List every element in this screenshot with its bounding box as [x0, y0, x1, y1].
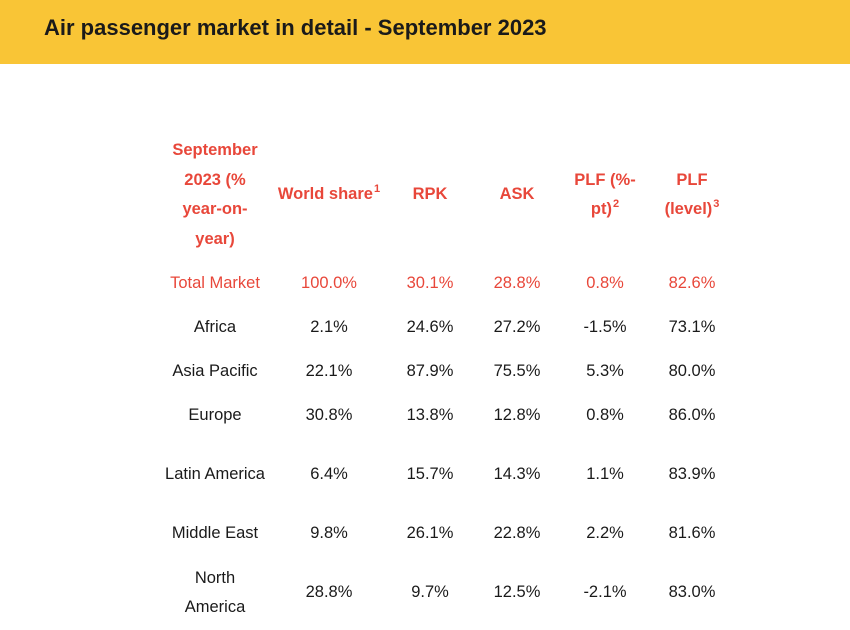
header-world-share: World share1 [271, 128, 387, 262]
header-plf-change-label: PLF (%-pt) [574, 170, 636, 219]
table-row-total-market: Total Market 100.0% 30.1% 28.8% 0.8% 82.… [159, 262, 735, 306]
page-title: Air passenger market in detail - Septemb… [44, 15, 547, 40]
header-region: September 2023 (% year-on-year) [159, 128, 271, 262]
cell-ask: 14.3% [493, 465, 541, 484]
market-table: September 2023 (% year-on-year) World sh… [159, 128, 735, 630]
cell-world-share: 100.0% [301, 274, 357, 293]
cell-plf-change: 5.3% [586, 362, 624, 381]
table-row-north-america: North America 28.8% 9.7% 12.5% -2.1% 83.… [159, 556, 735, 630]
cell-rpk: 26.1% [406, 524, 454, 543]
cell-region-label: North America [184, 568, 246, 617]
cell-region: Total Market [170, 274, 260, 293]
cell-plf-change: 0.8% [586, 274, 624, 293]
header-rpk-label: RPK [412, 185, 448, 204]
cell-rpk: 15.7% [406, 465, 454, 484]
cell-plf-level: 73.1% [668, 318, 716, 337]
cell-world-share: 30.8% [305, 406, 353, 425]
cell-plf-level: 81.6% [668, 524, 716, 543]
cell-plf-level: 80.0% [668, 362, 716, 381]
cell-plf-level: 83.0% [668, 583, 716, 602]
header-plf-level: PLF (level)3 [649, 128, 735, 262]
cell-rpk: 30.1% [406, 274, 454, 293]
cell-rpk: 13.8% [406, 406, 454, 425]
header-rpk: RPK [387, 128, 473, 262]
table-row-europe: Europe 30.8% 13.8% 12.8% 0.8% 86.0% [159, 394, 735, 438]
cell-ask: 28.8% [493, 274, 541, 293]
cell-region: Asia Pacific [172, 362, 258, 381]
title-banner: Air passenger market in detail - Septemb… [0, 0, 850, 64]
cell-plf-change: 1.1% [586, 465, 624, 484]
table-row-middle-east: Middle East 9.8% 26.1% 22.8% 2.2% 81.6% [159, 512, 735, 556]
cell-rpk: 24.6% [406, 318, 454, 337]
header-region-label: September 2023 (% year-on-year) [172, 141, 258, 248]
cell-world-share: 2.1% [310, 318, 348, 337]
cell-plf-level: 83.9% [668, 465, 716, 484]
cell-world-share: 9.8% [310, 524, 348, 543]
table-header-row: September 2023 (% year-on-year) World sh… [159, 128, 735, 262]
cell-plf-change: 2.2% [586, 524, 624, 543]
cell-ask: 27.2% [493, 318, 541, 337]
cell-plf-level: 82.6% [668, 274, 716, 293]
cell-region: Middle East [171, 524, 259, 543]
cell-region: Latin America [159, 438, 271, 512]
cell-region: North America [159, 556, 271, 630]
header-plf-change: PLF (%-pt)2 [561, 128, 649, 262]
cell-plf-change: -1.5% [583, 318, 627, 337]
cell-plf-change: 0.8% [586, 406, 624, 425]
table-row-latin-america: Latin America 6.4% 15.7% 14.3% 1.1% 83.9… [159, 438, 735, 512]
cell-ask: 12.8% [493, 406, 541, 425]
footnote-marker-2: 2 [612, 198, 620, 210]
cell-region: Africa [193, 318, 237, 337]
cell-rpk: 87.9% [406, 362, 454, 381]
cell-ask: 12.5% [493, 583, 541, 602]
table-row-africa: Africa 2.1% 24.6% 27.2% -1.5% 73.1% [159, 306, 735, 350]
footnote-marker-1: 1 [373, 183, 381, 196]
table-row-asia-pacific: Asia Pacific 22.1% 87.9% 75.5% 5.3% 80.0… [159, 350, 735, 394]
cell-world-share: 6.4% [310, 465, 348, 484]
cell-ask: 22.8% [493, 524, 541, 543]
cell-plf-level: 86.0% [668, 406, 716, 425]
cell-world-share: 28.8% [305, 583, 353, 602]
cell-region: Europe [188, 406, 242, 425]
cell-region-label: Latin America [165, 465, 265, 484]
header-ask: ASK [473, 128, 561, 262]
cell-world-share: 22.1% [305, 362, 353, 381]
header-plf-level-label: PLF (level) [664, 170, 713, 219]
footnote-marker-3: 3 [713, 198, 720, 210]
cell-rpk: 9.7% [411, 583, 449, 602]
cell-ask: 75.5% [493, 362, 541, 381]
cell-plf-change: -2.1% [583, 583, 627, 602]
header-world-share-label: World share [277, 185, 373, 204]
header-ask-label: ASK [499, 185, 535, 204]
